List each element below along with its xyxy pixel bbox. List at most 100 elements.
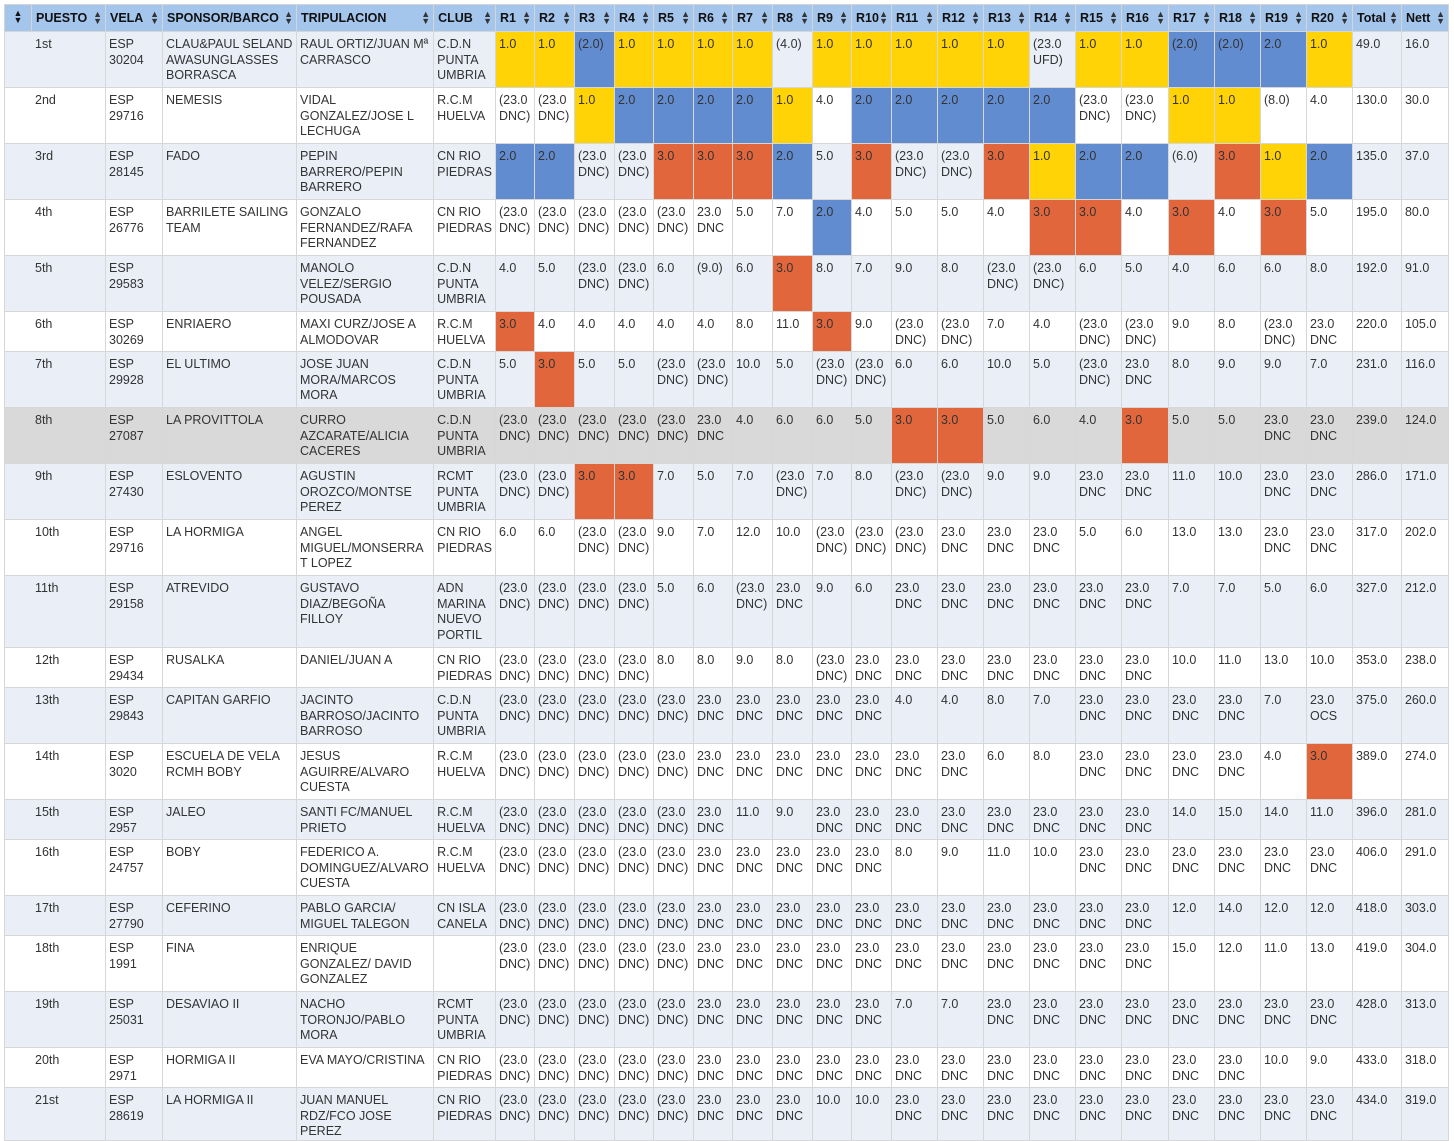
column-header-r12[interactable]: R12 ▲ ▼ (936, 4, 984, 32)
table-row[interactable]: 9th ESP 27430 ESLOVENTO AGUSTIN OROZCO/MONT… (4, 463, 1449, 520)
column-header-r3[interactable]: R3 ▲ ▼ (573, 4, 615, 32)
table-row[interactable]: 4th ESP 26776 BARRILETE SAILING TEAM GONZAL… (4, 199, 1449, 256)
race-17-score-cell: 7.0 (1167, 575, 1215, 648)
sort-arrows-icon[interactable]: ▲ ▼ (760, 9, 769, 26)
race-18-score-cell: 23.0 DNC (1213, 743, 1261, 800)
column-header-r6[interactable]: R6 ▲ ▼ (692, 4, 733, 32)
sort-arrows-icon[interactable]: ▲ ▼ (602, 9, 611, 26)
sort-arrows-icon[interactable]: ▲ ▼ (839, 9, 848, 26)
column-header-r16[interactable]: R16 ▲ ▼ (1120, 4, 1169, 32)
race-2-score-cell: (23.0 DNC) (533, 199, 575, 256)
column-header-r9[interactable]: R9 ▲ ▼ (811, 4, 852, 32)
race-5-score-cell: 6.0 (652, 255, 694, 312)
column-header-r7[interactable]: R7 ▲ ▼ (731, 4, 773, 32)
sort-arrows-icon[interactable]: ▲ ▼ (1340, 9, 1349, 26)
race-3-score-cell: (23.0 DNC) (573, 991, 615, 1048)
race-7-score-cell: 6.0 (731, 255, 773, 312)
table-row[interactable]: 5th ESP 29583 MANOLO VELEZ/SERGIO POUSADA C… (4, 255, 1449, 312)
column-header-puesto[interactable]: PUESTO ▲ ▼ (31, 4, 106, 32)
table-row[interactable]: 3rd ESP 28145 FADO PEPIN BARRERO/PEPIN BARR… (4, 143, 1449, 200)
sort-arrows-icon[interactable]: ▲ ▼ (925, 9, 934, 26)
race-19-score-cell: 13.0 (1259, 647, 1307, 688)
table-row[interactable]: 2nd ESP 29716 NEMESIS VIDAL GONZALEZ/JOSE L… (4, 87, 1449, 144)
crew-cell: JOSE JUAN MORA/MARCOS MORA (295, 351, 435, 408)
column-header-vela[interactable]: VELA ▲ ▼ (105, 4, 163, 32)
column-header-total[interactable]: Total ▲ ▼ (1351, 4, 1402, 32)
race-11-score-cell: 4.0 (890, 687, 938, 744)
table-row[interactable]: 16th ESP 24757 BOBY FEDERICO A. DOMINGUEZ/A… (4, 839, 1449, 896)
table-row[interactable]: 19th ESP 25031 DESAVIAO II NACHO TORONJO/PA… (4, 991, 1449, 1048)
table-row[interactable]: 13th ESP 29843 CAPITAN GARFIO JACINTO BARRO… (4, 687, 1449, 744)
sort-arrows-icon[interactable]: ▲ ▼ (800, 9, 809, 26)
sort-arrows-icon[interactable]: ▲ ▼ (1109, 9, 1118, 26)
table-row[interactable]: 15th ESP 2957 JALEO SANTI FC/MANUEL PRIETO R… (4, 799, 1449, 840)
select-sort-header[interactable]: ▲ ▼ (4, 4, 32, 32)
sort-arrows-icon[interactable]: ▲ ▼ (150, 9, 159, 26)
sort-arrows-icon[interactable]: ▲ ▼ (284, 9, 293, 26)
column-header-r18[interactable]: R18 ▲ ▼ (1213, 4, 1261, 32)
column-header-r11[interactable]: R11 ▲ ▼ (890, 4, 938, 32)
sort-arrows-icon[interactable]: ▲ ▼ (641, 9, 650, 26)
column-header-club[interactable]: CLUB ▲ ▼ (433, 4, 496, 32)
column-header-r14[interactable]: R14 ▲ ▼ (1028, 4, 1076, 32)
column-header-r13[interactable]: R13 ▲ ▼ (982, 4, 1030, 32)
column-header-r5[interactable]: R5 ▲ ▼ (652, 4, 694, 32)
sort-arrows-icon[interactable]: ▲ ▼ (720, 9, 729, 26)
race-7-score-cell: (23.0 DNC) (731, 575, 773, 648)
table-row[interactable]: 18th ESP 1991 FINA ENRIQUE GONZALEZ/ DAVID … (4, 935, 1449, 992)
sort-arrows-icon[interactable]: ▲ ▼ (93, 9, 102, 26)
race-15-score-cell: 5.0 (1074, 519, 1122, 576)
nett-cell: 274.0 (1400, 743, 1449, 800)
column-header-r17[interactable]: R17 ▲ ▼ (1167, 4, 1215, 32)
column-header-r8[interactable]: R8 ▲ ▼ (771, 4, 813, 32)
table-row[interactable]: 14th ESP 3020 ESCUELA DE VELA RCMH BOBY JES… (4, 743, 1449, 800)
sort-arrows-icon[interactable]: ▲ ▼ (1202, 9, 1211, 26)
sort-arrows-icon[interactable]: ▲ ▼ (1436, 9, 1445, 26)
sort-arrows-icon[interactable]: ▲ ▼ (522, 9, 531, 26)
table-row[interactable]: 10th ESP 29716 LA HORMIGA ANGEL MIGUEL/MONS… (4, 519, 1449, 576)
race-8-score-cell: 23.0 DNC (771, 743, 813, 800)
table-row[interactable]: 17th ESP 27790 CEFERINO PABLO GARCIA/ MIGUE… (4, 895, 1449, 936)
column-header-r1[interactable]: R1 ▲ ▼ (494, 4, 535, 32)
race-6-score-cell: 23.0 DNC (692, 1047, 733, 1088)
race-20-score-cell: 3.0 (1305, 743, 1353, 800)
race-8-score-cell: 23.0 DNC (771, 575, 813, 648)
sort-arrows-icon[interactable]: ▲ ▼ (1389, 9, 1398, 26)
sort-arrows-icon[interactable]: ▲ ▼ (1294, 9, 1303, 26)
sort-arrows-icon[interactable]: ▲ ▼ (681, 9, 690, 26)
table-row[interactable]: 6th ESP 30269 ENRIAERO MAXI CURZ/JOSE A ALM… (4, 311, 1449, 352)
sort-arrows-icon[interactable]: ▲ ▼ (1063, 9, 1072, 26)
column-header-r10[interactable]: R10 ▲ ▼ (850, 4, 892, 32)
table-row[interactable]: 21st ESP 28619 LA HORMIGA II JUAN MANUEL RD… (4, 1087, 1449, 1141)
table-row[interactable]: 11th ESP 29158 ATREVIDO GUSTAVO DIAZ/BEGOÑA… (4, 575, 1449, 648)
sort-arrows-icon[interactable]: ▲ ▼ (421, 9, 431, 26)
race-10-score-cell: 8.0 (850, 463, 892, 520)
sort-arrows-icon[interactable]: ▲ ▼ (562, 9, 571, 26)
race-13-score-cell: 23.0 DNC (982, 1087, 1030, 1141)
race-15-score-cell: 23.0 DNC (1074, 799, 1122, 840)
position-cell: 4th (4, 199, 106, 256)
sail-number-cell: ESP 29158 (105, 575, 163, 648)
sort-arrows-icon[interactable]: ▲ ▼ (483, 9, 492, 26)
column-header-r15[interactable]: R15 ▲ ▼ (1074, 4, 1122, 32)
column-header-r4[interactable]: R4 ▲ ▼ (613, 4, 654, 32)
table-row[interactable]: 8th ESP 27087 LA PROVITTOLA CURRO AZCARATE/… (4, 407, 1449, 464)
column-header-r20[interactable]: R20 ▲ ▼ (1305, 4, 1353, 32)
sort-arrows-icon[interactable]: ▲ ▼ (1017, 9, 1026, 26)
table-row[interactable]: 12th ESP 29434 RUSALKA DANIEL/JUAN A CN RIO … (4, 647, 1449, 688)
column-header-tripulacion[interactable]: TRIPULACION ▲ ▼ (295, 4, 435, 32)
table-row[interactable]: 1st ESP 30204 CLAU&PAUL SELAND AWASUNGLASS… (4, 31, 1449, 88)
sort-arrows-icon[interactable]: ▲ ▼ (1248, 9, 1257, 26)
race-18-score-cell: 4.0 (1213, 199, 1261, 256)
column-header-nett[interactable]: Nett ▲ ▼ (1400, 4, 1449, 32)
sort-arrows-icon[interactable]: ▲ ▼ (971, 9, 980, 26)
column-header-r2[interactable]: R2 ▲ ▼ (533, 4, 575, 32)
sort-arrows-icon[interactable]: ▲ ▼ (879, 9, 888, 26)
total-cell: 195.0 (1351, 199, 1402, 256)
table-row[interactable]: 20th ESP 2971 HORMIGA II EVA MAYO/CRISTINA C… (4, 1047, 1449, 1088)
column-header-sponsor-barco[interactable]: SPONSOR/BARCO ▲ ▼ (162, 4, 297, 32)
column-header-r19[interactable]: R19 ▲ ▼ (1259, 4, 1307, 32)
sail-number-cell: ESP 2971 (105, 1047, 163, 1088)
table-row[interactable]: 7th ESP 29928 EL ULTIMO JOSE JUAN MORA/MARC… (4, 351, 1449, 408)
sort-arrows-icon[interactable]: ▲ ▼ (1156, 9, 1165, 26)
